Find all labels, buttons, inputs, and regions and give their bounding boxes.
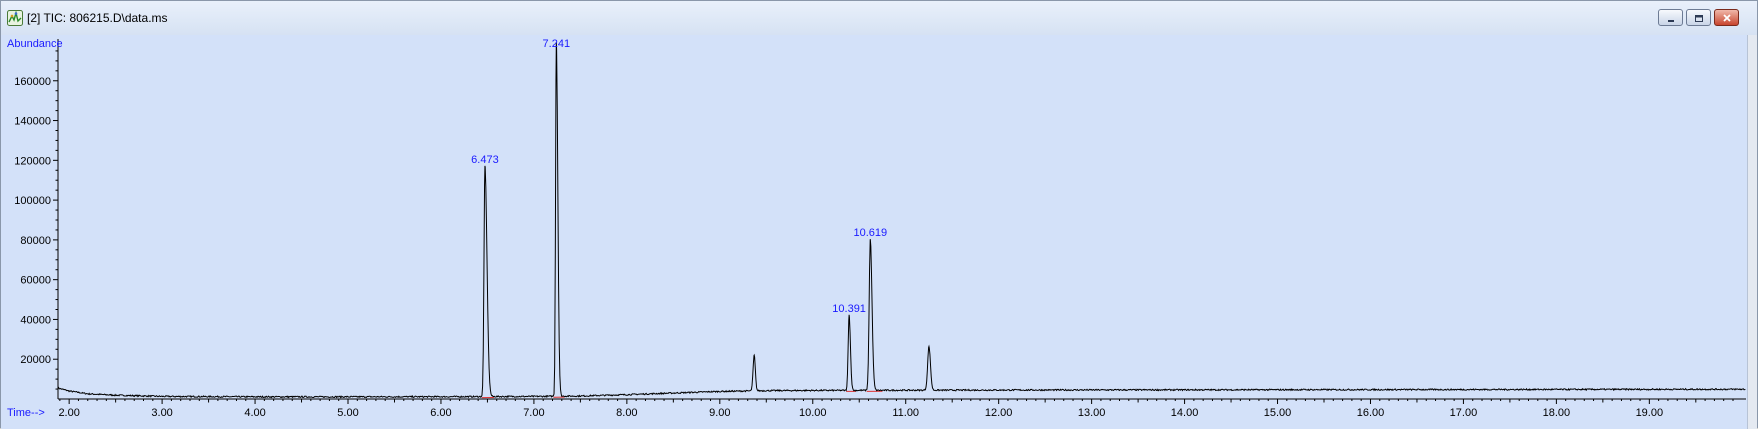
x-tick-label: 2.00 xyxy=(58,407,79,419)
y-axis-title: Abundance xyxy=(7,38,63,50)
x-tick-label: 18.00 xyxy=(1543,407,1571,419)
tic-trace xyxy=(58,42,1745,397)
minimize-button[interactable] xyxy=(1658,9,1683,26)
window-controls xyxy=(1658,9,1739,27)
restore-icon xyxy=(1694,13,1704,23)
window-title: [2] TIC: 806215.D\data.ms xyxy=(27,11,168,25)
y-tick-label: 80000 xyxy=(20,235,51,247)
x-tick-label: 17.00 xyxy=(1450,407,1478,419)
x-tick-label: 3.00 xyxy=(151,407,172,419)
x-tick-label: 6.00 xyxy=(430,407,451,419)
y-tick-label: 40000 xyxy=(20,314,51,326)
close-button[interactable] xyxy=(1714,9,1739,26)
x-tick-label: 19.00 xyxy=(1636,407,1664,419)
peak-label: 10.391 xyxy=(832,303,866,315)
x-tick-label: 12.00 xyxy=(985,407,1013,419)
x-tick-label: 4.00 xyxy=(244,407,265,419)
title-bar[interactable]: [2] TIC: 806215.D\data.ms xyxy=(1,1,1757,36)
minimize-icon xyxy=(1666,13,1676,23)
y-tick-label: 140000 xyxy=(14,116,51,128)
chromatogram-app-icon xyxy=(7,10,23,26)
x-tick-label: 9.00 xyxy=(709,407,730,419)
peak-labels: 6.473 7.241 10.391 10.619 xyxy=(471,38,887,315)
peak-label: 6.473 xyxy=(471,154,499,166)
peak-label: 10.619 xyxy=(853,227,887,239)
x-tick-label: 16.00 xyxy=(1357,407,1385,419)
x-tick-label: 7.00 xyxy=(523,407,544,419)
x-tick-label: 13.00 xyxy=(1078,407,1106,419)
y-tick-label: 120000 xyxy=(14,155,51,167)
x-tick-label: 10.00 xyxy=(799,407,827,419)
y-tick-label: 60000 xyxy=(20,275,51,287)
x-tick-label: 5.00 xyxy=(337,407,358,419)
close-icon xyxy=(1722,13,1732,23)
y-tick-label: 100000 xyxy=(14,195,51,207)
x-axis-title: Time--> xyxy=(7,407,45,419)
x-tick-label: 14.00 xyxy=(1171,407,1199,419)
x-tick-label: 15.00 xyxy=(1264,407,1292,419)
restore-button[interactable] xyxy=(1686,9,1711,26)
y-tick-label: 160000 xyxy=(14,76,51,88)
chromatogram-chart[interactable]: 20000 40000 60000 80000 100000 120000 140000 16… xyxy=(1,35,1749,429)
y-tick-label: 20000 xyxy=(20,354,51,366)
x-tick-label: 11.00 xyxy=(892,407,919,419)
x-tick-label: 8.00 xyxy=(616,407,637,419)
peak-label: 7.241 xyxy=(543,38,571,50)
